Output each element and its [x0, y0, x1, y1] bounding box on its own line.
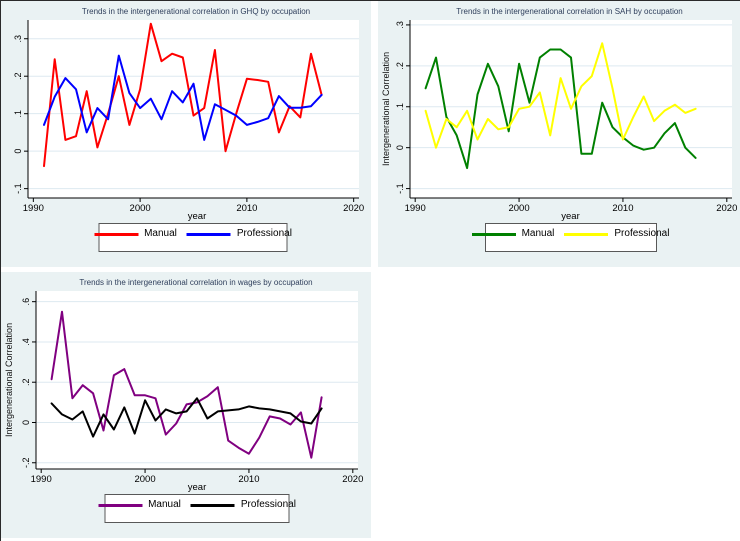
- svg-text:1990: 1990: [31, 474, 52, 485]
- svg-text:-.1: -.1: [395, 183, 405, 194]
- legend-line-sample: [190, 503, 235, 507]
- plot-area: -.2 0 .2 .4 .6 1990 2000 2010 2020: [21, 291, 363, 485]
- svg-text:.6: .6: [21, 298, 31, 306]
- svg-text:2010: 2010: [236, 203, 257, 214]
- legend-box: Manual Professional: [471, 223, 669, 252]
- svg-text:0: 0: [395, 145, 405, 150]
- legend-label: Professional: [236, 228, 292, 239]
- svg-text:.1: .1: [395, 103, 405, 111]
- legend-box: Manual Professional: [98, 494, 296, 523]
- sah-chart-panel: Trends in the intergenerational correlat…: [378, 1, 740, 267]
- svg-text:-.2: -.2: [21, 458, 31, 469]
- svg-text:.3: .3: [13, 35, 23, 43]
- plot-area: -.1 0 .1 .2 .3 1990 2000 2010 2020: [395, 20, 737, 214]
- svg-text:2020: 2020: [342, 474, 363, 485]
- svg-text:0: 0: [13, 149, 23, 154]
- svg-text:2020: 2020: [343, 203, 364, 214]
- legend-item: Professional: [186, 228, 292, 239]
- chart-title: Trends in the intergenerational correlat…: [79, 278, 313, 287]
- svg-text:2000: 2000: [134, 474, 155, 485]
- svg-text:2000: 2000: [508, 203, 529, 214]
- wages-chart-panel: Trends in the intergenerational correlat…: [1, 272, 371, 538]
- svg-text:2010: 2010: [238, 474, 259, 485]
- ghq-chart-panel: Trends in the intergenerational correlat…: [1, 1, 371, 267]
- x-axis-title: year: [187, 482, 207, 493]
- legend-label: Manual: [144, 228, 177, 239]
- svg-text:2010: 2010: [612, 203, 633, 214]
- svg-text:.2: .2: [13, 72, 23, 80]
- legend-line-sample: [186, 232, 231, 236]
- legend-line-sample: [564, 232, 609, 236]
- legend-item: Professional: [564, 229, 669, 239]
- plot-area: -.1 0 .1 .2 .3 1990 2000 2010 2020: [13, 20, 364, 214]
- legend-line-sample: [94, 232, 139, 236]
- legend-item: Manual: [471, 228, 555, 239]
- x-axis-title: year: [561, 211, 580, 222]
- svg-text:.2: .2: [21, 378, 31, 386]
- legend-box: Manual Professional: [94, 223, 292, 252]
- svg-text:1990: 1990: [23, 203, 44, 214]
- x-axis-title: year: [187, 211, 207, 222]
- svg-text:.4: .4: [21, 338, 31, 346]
- legend-line-sample: [471, 232, 516, 236]
- legend-line-sample: [98, 503, 143, 507]
- svg-text:2020: 2020: [716, 203, 737, 214]
- legend-label: Manual: [148, 499, 181, 510]
- svg-text:.3: .3: [395, 21, 405, 29]
- legend-item: Professional: [190, 499, 296, 510]
- svg-text:2000: 2000: [130, 203, 151, 214]
- svg-text:0: 0: [21, 420, 31, 425]
- chart-title: Trends in the intergenerational correlat…: [81, 7, 311, 16]
- svg-text:-.1: -.1: [13, 183, 23, 194]
- legend-label: Manual: [521, 228, 555, 239]
- legend-label: Professional: [240, 499, 296, 510]
- chart-title: Trends in the intergenerational correlat…: [456, 7, 683, 16]
- svg-text:1990: 1990: [405, 203, 426, 214]
- svg-text:.1: .1: [13, 110, 23, 118]
- svg-text:.2: .2: [395, 62, 405, 70]
- legend-item: Manual: [98, 500, 181, 510]
- legend-item: Manual: [94, 229, 177, 239]
- legend-label: Professional: [614, 228, 670, 239]
